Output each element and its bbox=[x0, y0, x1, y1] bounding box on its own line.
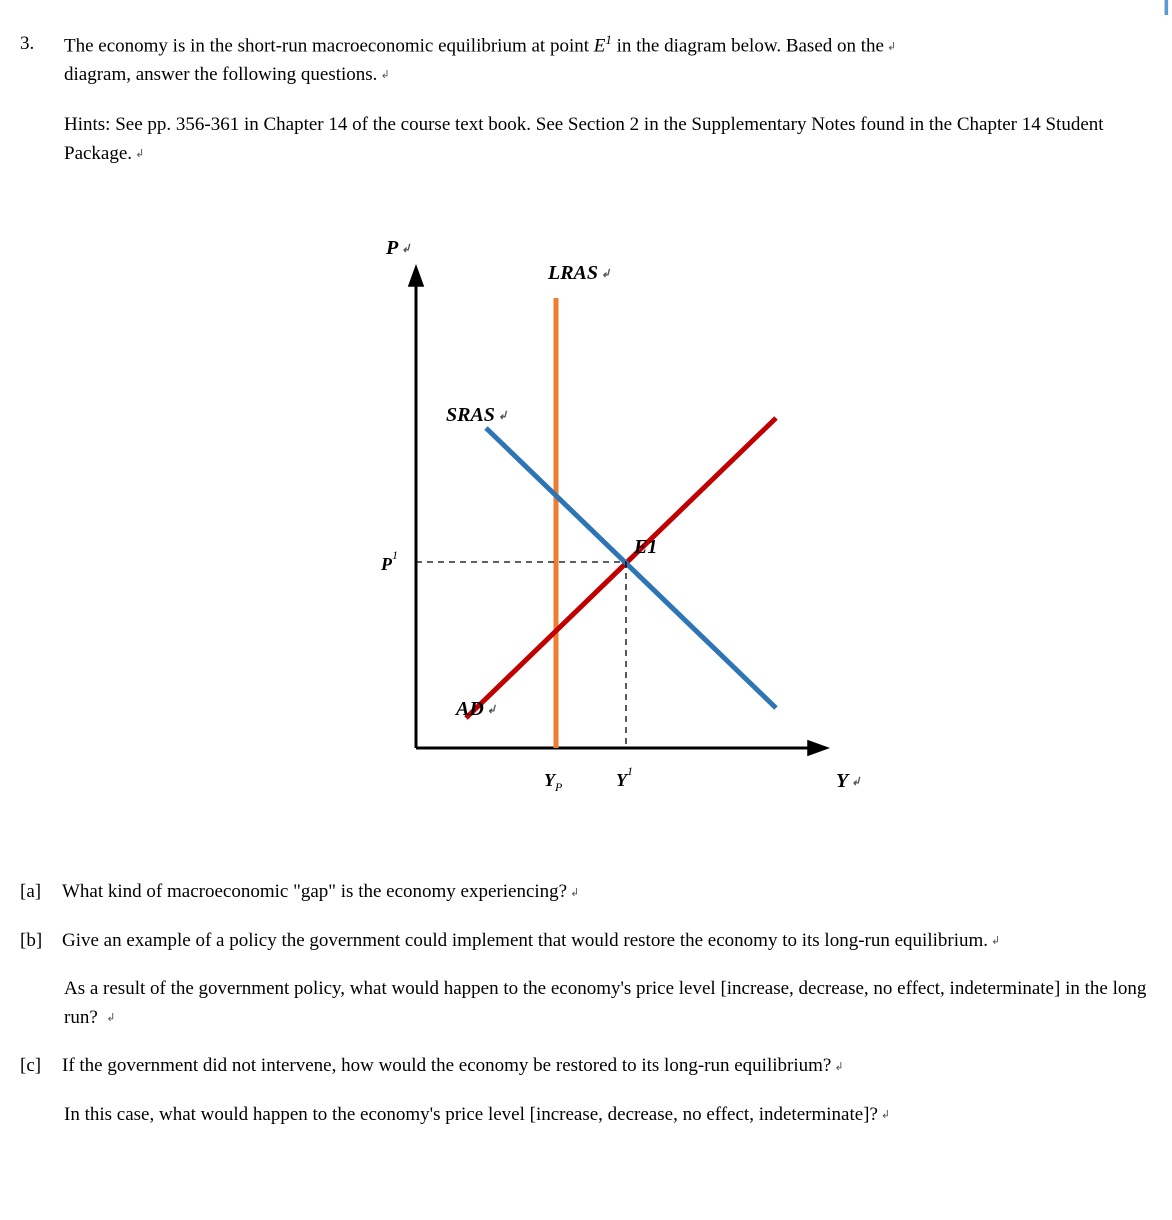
sras-curve bbox=[466, 418, 776, 718]
sub-a-text: What kind of macroeconomic "gap" is the … bbox=[62, 878, 1152, 907]
sub-b-text: Give an example of a policy the governme… bbox=[62, 927, 1152, 956]
sub-c-label: [c] bbox=[20, 1052, 50, 1081]
y1-label: Y1 bbox=[616, 766, 633, 794]
intro-text-a: The economy is in the short-run macroeco… bbox=[64, 35, 594, 56]
marker-icon: ↲ bbox=[380, 69, 389, 81]
y-axis-text: Y bbox=[836, 770, 848, 792]
sub-questions: [a] What kind of macroeconomic "gap" is … bbox=[20, 878, 1152, 1129]
marker-icon: ↲ bbox=[601, 268, 610, 280]
ad-text: AD bbox=[456, 698, 484, 720]
sub-c-content: If the government did not intervene, how… bbox=[62, 1055, 831, 1076]
sub-a-label: [a] bbox=[20, 878, 50, 907]
e1-label: E1 bbox=[634, 532, 657, 562]
sub-c-text: If the government did not intervene, how… bbox=[62, 1052, 1152, 1081]
sub-b-label: [b] bbox=[20, 927, 50, 956]
hints-text: Hints: See pp. 356-361 in Chapter 14 of … bbox=[64, 111, 1152, 168]
text-cursor-mark: | bbox=[1161, 0, 1172, 14]
sub-b-content: Give an example of a policy the governme… bbox=[62, 930, 988, 951]
sub-question-a: [a] What kind of macroeconomic "gap" is … bbox=[20, 878, 1152, 907]
e1-sup: 1 bbox=[647, 536, 657, 558]
marker-icon: ↲ bbox=[570, 887, 579, 899]
sub-b-follow-content: As a result of the government policy, wh… bbox=[64, 978, 1146, 1028]
diagram-container: P↲ Y↲ LRAS↲ SRAS↲ AD↲ E1 P1 YP Y1 bbox=[20, 218, 1152, 818]
marker-icon: ↲ bbox=[881, 1109, 890, 1121]
marker-icon: ↲ bbox=[851, 776, 860, 788]
marker-icon: ↲ bbox=[401, 243, 410, 255]
question-block: 3. The economy is in the short-run macro… bbox=[20, 30, 1152, 198]
sub-question-c: [c] If the government did not intervene,… bbox=[20, 1052, 1152, 1081]
sub-c-followup: In this case, what would happen to the e… bbox=[64, 1101, 1152, 1130]
y1-sup: 1 bbox=[627, 764, 633, 778]
ad-curve bbox=[486, 428, 776, 708]
yp-text: Y bbox=[544, 770, 555, 790]
marker-icon: ↲ bbox=[487, 704, 496, 716]
marker-icon: ↲ bbox=[498, 410, 507, 422]
marker-icon: ↲ bbox=[101, 1012, 116, 1024]
y-axis-label: Y↲ bbox=[836, 766, 860, 796]
intro-line2: diagram, answer the following questions. bbox=[64, 64, 377, 85]
intro-text-b: in the diagram below. Based on the bbox=[612, 35, 884, 56]
sub-c-follow-content: In this case, what would happen to the e… bbox=[64, 1104, 878, 1125]
question-number: 3. bbox=[20, 30, 48, 198]
p1-label: P1 bbox=[381, 550, 398, 578]
marker-icon: ↲ bbox=[834, 1061, 843, 1073]
y1-text: Y bbox=[616, 770, 627, 790]
y-axis-arrow-icon bbox=[408, 264, 424, 287]
lras-label: LRAS↲ bbox=[548, 258, 610, 288]
sub-question-b: [b] Give an example of a policy the gove… bbox=[20, 927, 1152, 956]
e1-text: E bbox=[634, 536, 647, 558]
lras-text: LRAS bbox=[548, 262, 598, 284]
p1-sup: 1 bbox=[392, 548, 398, 562]
p-axis-label: P↲ bbox=[386, 233, 410, 263]
sub-b-followup: As a result of the government policy, wh… bbox=[64, 975, 1152, 1032]
yp-label: YP bbox=[544, 766, 562, 794]
intro-point: E bbox=[594, 35, 606, 56]
hints-content: Hints: See pp. 356-361 in Chapter 14 of … bbox=[64, 114, 1104, 164]
marker-icon: ↲ bbox=[991, 935, 1000, 947]
sub-a-content: What kind of macroeconomic "gap" is the … bbox=[62, 881, 567, 902]
sras-label: SRAS↲ bbox=[446, 400, 507, 430]
diagram-svg bbox=[356, 218, 916, 818]
p-axis-text: P bbox=[386, 237, 398, 259]
marker-icon: ↲ bbox=[887, 41, 896, 53]
sras-text: SRAS bbox=[446, 404, 495, 426]
macro-diagram: P↲ Y↲ LRAS↲ SRAS↲ AD↲ E1 P1 YP Y1 bbox=[356, 218, 916, 818]
p1-text: P bbox=[381, 554, 392, 574]
question-body: The economy is in the short-run macroeco… bbox=[64, 30, 1152, 198]
yp-sub: P bbox=[555, 780, 562, 794]
x-axis-arrow-icon bbox=[807, 740, 830, 756]
ad-label: AD↲ bbox=[456, 694, 496, 724]
question-intro: The economy is in the short-run macroeco… bbox=[64, 30, 1152, 89]
marker-icon: ↲ bbox=[135, 148, 144, 160]
